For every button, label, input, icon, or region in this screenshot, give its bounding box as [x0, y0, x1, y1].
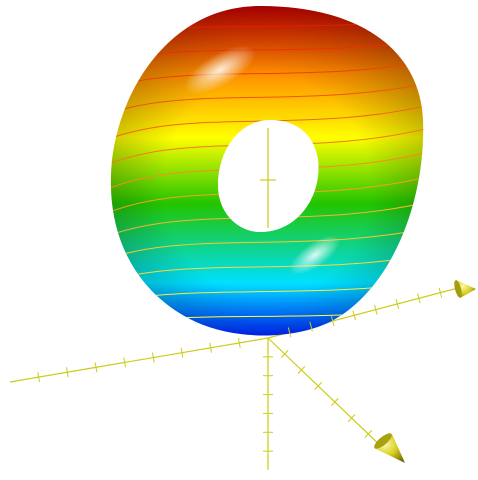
axes-front	[9, 337, 386, 470]
axis-tick	[123, 357, 127, 368]
axis-tick	[352, 310, 356, 321]
axis-tick	[151, 352, 155, 363]
contour-line	[110, 80, 424, 121]
axis-tick	[37, 372, 41, 383]
contour-line	[110, 102, 424, 148]
contour-line	[110, 225, 424, 266]
axis-tick	[309, 321, 313, 332]
y-axis-positive	[267, 337, 386, 451]
axis-tick	[417, 293, 421, 304]
axis-tick	[65, 367, 69, 378]
axis-tick	[94, 362, 98, 373]
axis-tick	[209, 342, 213, 353]
axis-tick	[395, 299, 400, 309]
axis-tick	[331, 398, 339, 406]
y-axis-arrowhead	[374, 433, 405, 463]
axis-tick	[347, 414, 356, 422]
axis-tick	[297, 366, 306, 374]
axis-tick	[330, 316, 335, 326]
axis-tick	[287, 327, 292, 338]
x-axis-arrowhead	[454, 280, 476, 298]
axis-tick	[364, 430, 373, 438]
axis-tick	[438, 287, 443, 298]
axis-ticks	[37, 287, 443, 452]
torus-surface[interactable]	[90, 6, 440, 336]
axis-tick	[374, 304, 378, 315]
axis-tick	[180, 347, 184, 358]
axis-tick	[280, 350, 289, 358]
x-axis-negative	[9, 337, 269, 383]
axes-through-hole	[260, 128, 276, 228]
axis-tick	[314, 382, 322, 390]
axis-tick	[237, 337, 241, 348]
